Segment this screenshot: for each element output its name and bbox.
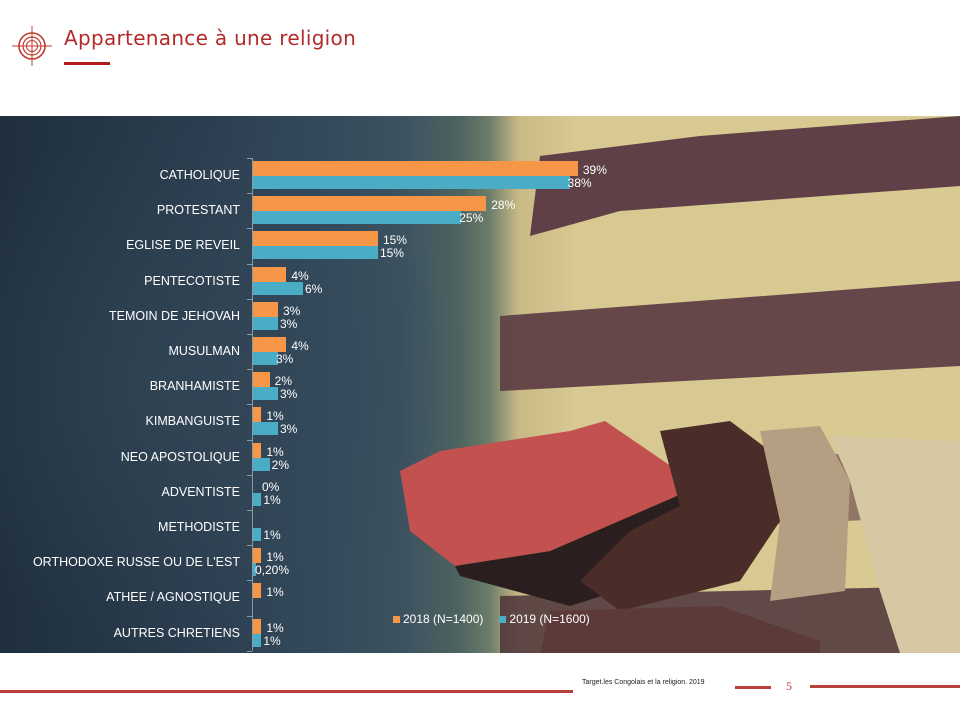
bar-2019 (253, 352, 278, 365)
value-label-2018: 1% (266, 620, 284, 635)
footer-source: Target.les Congolais et la religion. 201… (582, 679, 705, 686)
value-label-2019: 3% (275, 352, 294, 366)
category-label: ORTHODOXE RUSSE OU DE L'EST (32, 555, 240, 570)
legend-item-2019: 2019 (N=1600) (499, 612, 590, 626)
value-label-2019: 0,20% (255, 563, 290, 578)
bar-2019 (253, 176, 570, 189)
legend-label-2019: 2019 (N=1600) (509, 612, 590, 626)
y-axis-tick (247, 334, 252, 335)
footer-divider-left (0, 690, 573, 693)
bar-2018 (253, 266, 287, 282)
bar-2019 (253, 563, 257, 577)
value-label-2018: 1% (266, 444, 284, 459)
bar-2018 (253, 583, 262, 599)
value-label-2019: 3% (279, 316, 298, 331)
bar-2018 (253, 337, 287, 352)
bar-2018 (253, 407, 262, 423)
category-label: ADVENTISTE (161, 484, 241, 499)
category-label: PENTECOTISTE (144, 273, 240, 288)
y-axis-tick (247, 193, 252, 195)
page-title: Appartenance à une religion (64, 26, 357, 50)
bar-2019 (253, 633, 262, 647)
y-axis-tick (247, 298, 252, 300)
value-label-2019: 15% (379, 246, 404, 261)
chart-legend: 2018 (N=1400) 2019 (N=1600) (393, 612, 590, 626)
value-label-2019: 3% (279, 387, 298, 402)
legend-swatch-2018 (393, 615, 400, 623)
page-number: 5 (786, 679, 792, 693)
category-label: TEMOIN DE JEHOVAH (108, 308, 240, 323)
value-label-2018: 4% (291, 268, 309, 283)
category-label: MUSULMAN (168, 344, 240, 358)
category-label: KIMBANGUISTE (145, 414, 240, 429)
value-label-2018: 3% (282, 303, 301, 318)
bar-2019 (253, 528, 262, 541)
value-label-2018: 28% (491, 198, 516, 213)
value-label-2019: 1% (263, 633, 281, 648)
legend-label-2018: 2018 (N=1400) (403, 612, 484, 626)
bar-2019 (253, 281, 303, 295)
y-axis-tick (247, 615, 252, 617)
target-crosshair-icon (12, 26, 52, 66)
value-label-2019: 3% (279, 422, 298, 437)
footer-divider-right (810, 685, 960, 688)
y-axis-tick (247, 263, 252, 265)
y-axis-tick (247, 369, 252, 371)
y-axis-tick (247, 158, 252, 159)
category-label: NEO APOSTOLIQUE (120, 449, 240, 464)
category-label: AUTRES CHRETIENS (113, 625, 240, 640)
bar-2018 (253, 442, 262, 458)
value-label-2019: 6% (304, 281, 323, 296)
value-label-2018: 2% (274, 374, 292, 389)
value-label-2018: 4% (291, 339, 309, 353)
category-label: ATHEE / AGNOSTIQUE (106, 590, 240, 605)
bar-2019 (253, 457, 270, 471)
bar-chart: CATHOLIQUE 39% 38% PROTESTANT 28% 25% EGLISE D… (0, 116, 960, 653)
category-label: METHODISTE (158, 520, 240, 534)
bar-2019 (253, 422, 278, 436)
y-axis-tick (247, 228, 252, 230)
bar-2018 (253, 372, 270, 388)
value-label-2018: 0% (262, 479, 280, 494)
value-label-2019: 25% (459, 211, 484, 226)
category-label: EGLISE DE REVEIL (126, 238, 240, 253)
bar-2018 (253, 301, 278, 317)
bar-2019 (253, 492, 262, 506)
value-label-2019: 38% (567, 176, 592, 190)
category-label: BRANHAMISTE (149, 379, 240, 394)
y-axis-tick (247, 474, 252, 476)
bar-2019 (253, 387, 278, 401)
value-label-2018: 1% (266, 550, 284, 565)
title-underline (64, 62, 110, 65)
y-axis-tick (247, 404, 252, 406)
bar-2019 (253, 211, 462, 225)
y-axis-tick (247, 580, 252, 582)
y-axis-tick (247, 545, 252, 547)
bar-2019 (253, 246, 378, 260)
bar-2018 (253, 161, 578, 176)
footer-dash (735, 686, 771, 689)
bar-2018 (253, 618, 262, 634)
y-axis-tick (247, 510, 252, 511)
value-label-2018: 39% (582, 163, 607, 177)
category-label: PROTESTANT (156, 203, 240, 218)
legend-swatch-2019 (499, 615, 507, 623)
legend-item-2018: 2018 (N=1400) (393, 612, 483, 626)
bar-2018 (253, 231, 378, 247)
value-label-2018: 15% (382, 233, 407, 248)
value-label-2018: 1% (266, 409, 284, 424)
y-axis-tick (247, 439, 252, 441)
bar-2018 (253, 548, 262, 564)
category-label: CATHOLIQUE (159, 168, 240, 182)
y-axis-tick (247, 650, 252, 652)
value-label-2018: 1% (266, 585, 284, 600)
photo-book-hands (400, 421, 960, 653)
y-axis (252, 158, 253, 651)
bar-2018 (253, 196, 487, 212)
value-label-2019: 1% (263, 528, 281, 542)
value-label-2019: 1% (263, 492, 281, 507)
bar-2019 (253, 316, 278, 330)
value-label-2019: 2% (271, 457, 289, 472)
